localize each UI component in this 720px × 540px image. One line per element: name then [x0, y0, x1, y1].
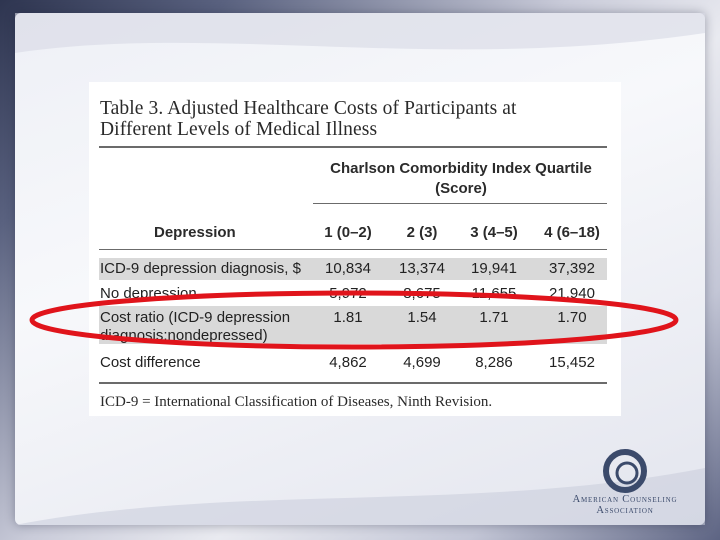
row-label-cost-ratio: Cost ratio (ICD-9 depression: [100, 309, 291, 326]
table-cell: 37,392: [549, 260, 595, 277]
row-label-cost-ratio-line2: diagnosis:nondepressed): [100, 327, 268, 344]
column-header-1: 1 (0–2): [324, 224, 372, 241]
table-cell: 4,699: [403, 354, 441, 371]
header-rule: [99, 249, 607, 250]
row-shade-1: [99, 258, 607, 280]
group-rule: [313, 203, 607, 204]
row-header: Depression: [154, 224, 236, 241]
table-cell: 8,286: [475, 354, 513, 371]
table-cell: 4,862: [329, 354, 367, 371]
logo-text-line2: Association: [596, 505, 654, 516]
bottom-rule: [99, 382, 607, 384]
column-group-header-line1: Charlson Comorbidity Index Quartile: [330, 160, 592, 177]
table-cell: 21,940: [549, 285, 595, 302]
table-cell: 13,374: [399, 260, 445, 277]
row-label-no-depression: No depression: [100, 285, 197, 302]
table-cell: 1.71: [479, 309, 509, 326]
table-title: Table 3. Adjusted Healthcare Costs of Pa…: [100, 98, 612, 140]
aca-ring-logo-icon: [603, 449, 647, 493]
top-rule: [99, 146, 607, 148]
table-title-line2: Different Levels of Medical Illness: [100, 119, 378, 140]
aca-logo: American Counseling Association: [555, 448, 695, 518]
column-header-2: 2 (3): [406, 224, 438, 241]
column-group-header-line2: (Score): [435, 180, 487, 197]
column-header-3: 3 (4–5): [470, 224, 518, 241]
row-label-icd9: ICD-9 depression diagnosis, $: [100, 260, 301, 277]
column-group-header: Charlson Comorbidity Index Quartile (Sco…: [313, 159, 609, 199]
table-cell: 15,452: [549, 354, 595, 371]
table-panel: Table 3. Adjusted Healthcare Costs of Pa…: [89, 82, 621, 416]
table-footnote: ICD-9 = International Classification of …: [100, 394, 493, 410]
table-cell: 19,941: [471, 260, 517, 277]
logo-text-line1: American Counseling: [572, 494, 678, 505]
table-title-line1: Table 3. Adjusted Healthcare Costs of Pa…: [100, 98, 517, 119]
table-cell: 10,834: [325, 260, 371, 277]
column-header-4: 4 (6–18): [544, 224, 600, 241]
row-label-cost-difference: Cost difference: [100, 354, 201, 371]
table-cell: 1.70: [557, 309, 587, 326]
table-cell: 11,655: [471, 285, 517, 302]
